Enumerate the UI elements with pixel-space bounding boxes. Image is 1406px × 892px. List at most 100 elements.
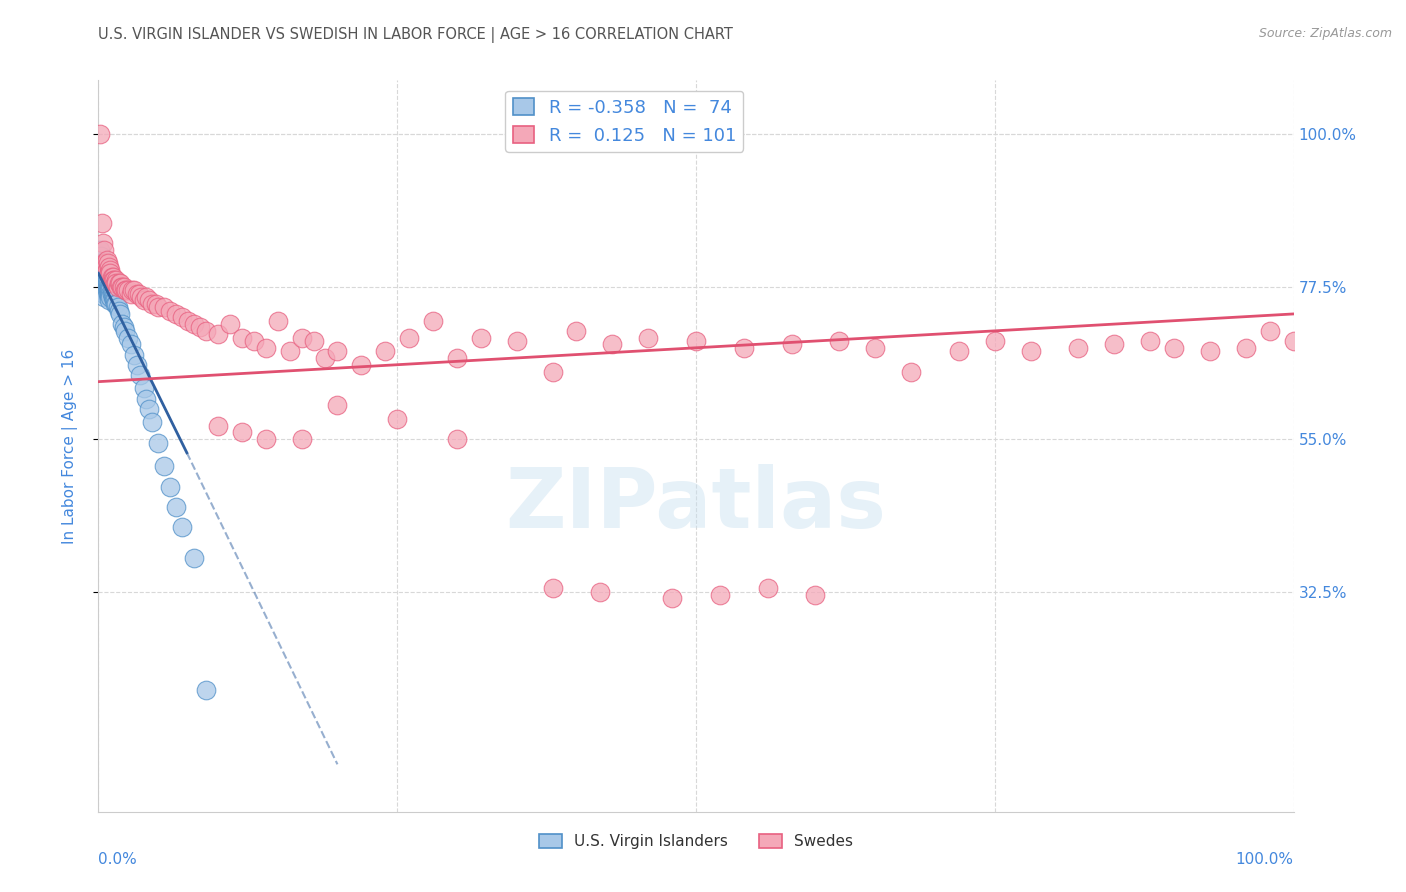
Point	[120, 337, 142, 351]
Point	[709, 588, 731, 602]
Point	[100, 283, 122, 297]
Point	[129, 368, 152, 382]
Point	[90, 263, 112, 277]
Point	[124, 347, 146, 362]
Point	[97, 286, 120, 301]
Point	[326, 398, 349, 412]
Point	[94, 269, 117, 284]
Point	[101, 290, 124, 304]
Point	[91, 235, 114, 250]
Point	[103, 290, 125, 304]
Point	[900, 364, 922, 378]
Point	[207, 327, 229, 342]
Point	[103, 273, 125, 287]
Point	[278, 344, 301, 359]
Point	[96, 277, 118, 291]
Point	[96, 280, 118, 294]
Point	[165, 500, 187, 514]
Point	[121, 283, 143, 297]
Point	[1234, 341, 1257, 355]
Point	[98, 286, 122, 301]
Point	[89, 128, 111, 142]
Point	[107, 300, 129, 314]
Point	[565, 324, 588, 338]
Point	[780, 337, 803, 351]
Point	[104, 277, 127, 291]
Point	[254, 341, 277, 355]
Point	[105, 297, 128, 311]
Point	[177, 314, 200, 328]
Point	[105, 273, 128, 287]
Point	[291, 432, 314, 446]
Point	[231, 331, 253, 345]
Point	[254, 432, 277, 446]
Point	[1199, 344, 1222, 359]
Point	[195, 682, 218, 697]
Point	[91, 269, 114, 284]
Point	[948, 344, 970, 359]
Point	[98, 290, 121, 304]
Text: Source: ZipAtlas.com: Source: ZipAtlas.com	[1258, 27, 1392, 40]
Point	[90, 277, 112, 291]
Point	[135, 290, 157, 304]
Point	[159, 480, 181, 494]
Point	[104, 297, 127, 311]
Point	[91, 283, 114, 297]
Point	[107, 303, 129, 318]
Text: ZIPatlas: ZIPatlas	[506, 464, 886, 545]
Point	[117, 331, 139, 345]
Point	[107, 277, 129, 291]
Point	[231, 425, 253, 440]
Point	[93, 290, 115, 304]
Point	[124, 283, 146, 297]
Point	[98, 283, 122, 297]
Point	[470, 331, 492, 345]
Point	[114, 324, 136, 338]
Point	[96, 283, 118, 297]
Point	[125, 286, 148, 301]
Point	[115, 283, 138, 297]
Point	[89, 243, 111, 257]
Point	[385, 412, 409, 426]
Point	[141, 297, 163, 311]
Point	[89, 269, 111, 284]
Point	[135, 392, 157, 406]
Point	[350, 358, 373, 372]
Point	[195, 324, 218, 338]
Point	[685, 334, 707, 348]
Point	[98, 260, 121, 274]
Point	[207, 418, 229, 433]
Point	[97, 277, 120, 291]
Point	[98, 266, 121, 280]
Point	[446, 351, 468, 365]
Point	[315, 351, 337, 365]
Point	[94, 277, 117, 291]
Point	[91, 263, 114, 277]
Point	[804, 588, 827, 602]
Point	[94, 256, 117, 270]
Point	[108, 277, 131, 291]
Point	[93, 283, 115, 297]
Point	[91, 269, 114, 284]
Point	[138, 293, 160, 308]
Point	[98, 283, 121, 297]
Point	[111, 317, 134, 331]
Point	[110, 280, 132, 294]
Point	[188, 320, 211, 334]
Point	[93, 286, 115, 301]
Point	[100, 286, 122, 301]
Point	[141, 415, 163, 429]
Y-axis label: In Labor Force | Age > 16: In Labor Force | Age > 16	[62, 349, 77, 543]
Point	[183, 550, 205, 565]
Point	[219, 317, 242, 331]
Point	[120, 286, 142, 301]
Point	[96, 252, 118, 267]
Point	[125, 358, 148, 372]
Point	[112, 280, 135, 294]
Point	[98, 263, 122, 277]
Point	[165, 307, 187, 321]
Point	[1139, 334, 1161, 348]
Point	[98, 290, 122, 304]
Point	[107, 280, 129, 294]
Point	[1163, 341, 1185, 355]
